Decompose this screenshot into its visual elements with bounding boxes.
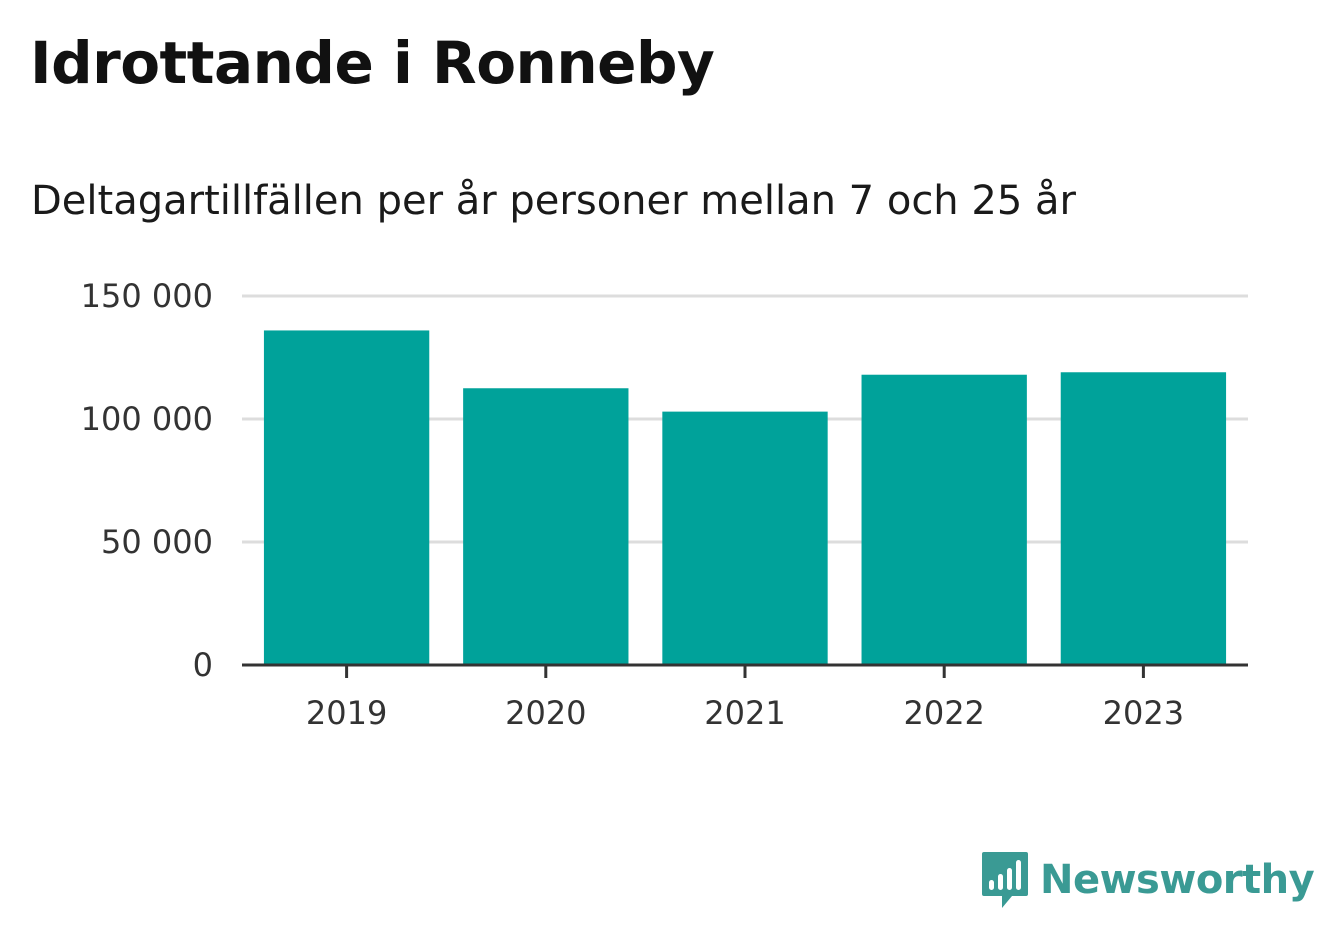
y-tick-label: 100 000 xyxy=(81,400,213,438)
chart-subtitle: Deltagartillfällen per år personer mella… xyxy=(31,178,1076,224)
x-tick-label: 2023 xyxy=(1103,694,1184,732)
newsworthy-logo-text: Newsworthy xyxy=(1040,857,1315,903)
x-tick-label: 2020 xyxy=(505,694,586,732)
newsworthy-logo-icon xyxy=(982,852,1028,908)
x-tick-label: 2019 xyxy=(306,694,387,732)
bars xyxy=(263,330,1227,665)
x-axis xyxy=(242,663,1248,678)
chart-title: Idrottande i Ronneby xyxy=(30,29,715,97)
x-tick-label: 2021 xyxy=(704,694,785,732)
bar xyxy=(861,374,1027,665)
newsworthy-logo: Newsworthy xyxy=(980,850,1315,910)
x-axis-labels: 2019 2020 2021 2022 2023 xyxy=(306,694,1184,732)
y-tick-label: 0 xyxy=(193,646,213,684)
bar xyxy=(662,411,828,665)
bar xyxy=(463,388,629,665)
y-axis-labels: 0 50 000 100 000 150 000 xyxy=(81,277,213,684)
y-tick-label: 50 000 xyxy=(101,523,213,561)
y-tick-label: 150 000 xyxy=(81,277,213,315)
bar xyxy=(1060,372,1227,665)
bar xyxy=(263,330,430,665)
x-tick-label: 2022 xyxy=(903,694,984,732)
